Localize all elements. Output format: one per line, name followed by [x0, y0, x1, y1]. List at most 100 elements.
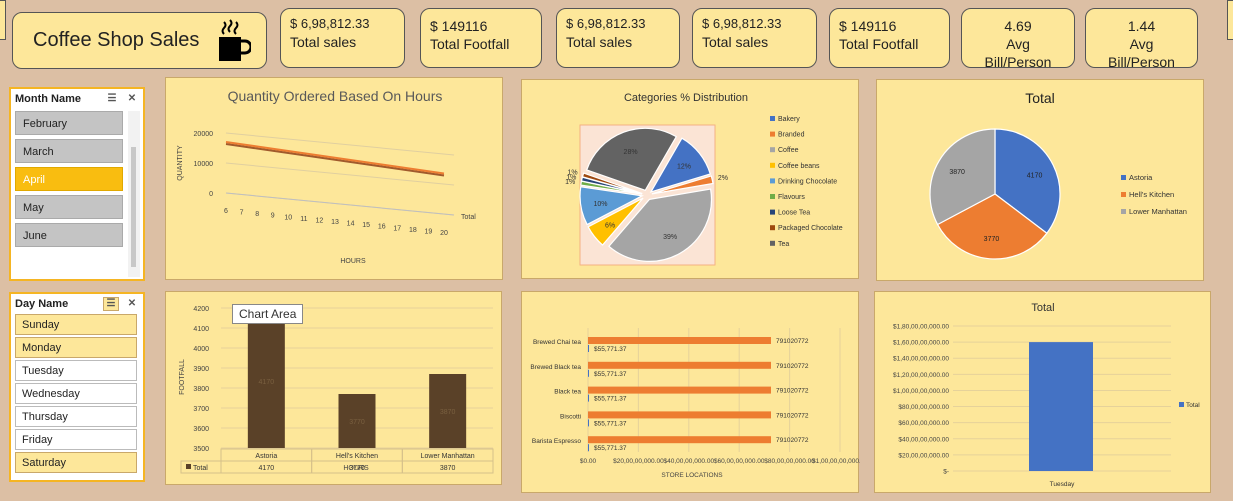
pie-slice	[581, 172, 643, 195]
y-axis-title: FOOTFALL	[179, 359, 186, 395]
x-tick-label: 16	[378, 224, 386, 231]
pie-slice	[579, 186, 644, 226]
slice-label: 2%	[718, 175, 728, 182]
store-locations-chart-panel[interactable]: Brewed Chai tea 791020772 $55,771.37 Brewed…	[521, 291, 868, 494]
bar-data-label: 3870	[440, 409, 456, 416]
bar[interactable]	[588, 444, 589, 452]
y-tick-label: $1,00,00,00,000.00	[893, 388, 949, 395]
bar[interactable]	[588, 394, 589, 402]
bar[interactable]	[588, 411, 771, 419]
slice-label: 3870	[949, 169, 965, 176]
x-axis-line	[225, 192, 455, 216]
bar[interactable]	[588, 419, 589, 427]
slice-label: 39%	[663, 234, 677, 241]
x-tick-label: 12	[316, 217, 324, 224]
month-item-may[interactable]: May	[15, 195, 123, 219]
x-tick-label: 20	[440, 230, 448, 237]
x-tick-label: 17	[393, 225, 401, 232]
month-item-june[interactable]: June	[15, 223, 123, 247]
legend-label: Lower Manhattan	[1129, 207, 1187, 216]
bar[interactable]	[588, 386, 771, 394]
legend-label: Coffee beans	[778, 163, 820, 170]
scrollbar-thumb[interactable]	[131, 147, 136, 267]
kpi-value: $ 6,98,812.33	[290, 16, 370, 31]
quantity-hours-chart-panel[interactable]: Quantity Ordered Based On Hours 20000 100…	[165, 77, 503, 280]
slice-label: 1%	[568, 170, 578, 177]
day-item-tuesday[interactable]: Tuesday	[15, 360, 137, 381]
footfall-chart-panel[interactable]: 4200 4100 4000 3900 3800 3700 3600 3500 4170 377…	[165, 291, 502, 485]
month-slicer-header: Month Name ☰ ✕	[11, 89, 143, 109]
legend-label: Branded	[778, 132, 805, 139]
day-total-chart-panel[interactable]: Total $1,80,00,00,000.00 $1,60,00,00,000.…	[874, 291, 1211, 493]
kpi-total-sales-3: $ 6,98,812.33 Total sales	[692, 8, 817, 68]
clear-filter-icon[interactable]: ✕	[127, 93, 137, 104]
bar[interactable]	[588, 337, 771, 344]
slice-label: 3770	[984, 236, 1000, 243]
legend-label: Coffee	[778, 147, 799, 154]
y-tick-label: $1,40,00,00,000.00	[893, 356, 949, 363]
bar[interactable]	[1029, 342, 1093, 471]
day-item-sunday[interactable]: Sunday	[15, 314, 137, 335]
legend-label: Packaged Chocolate	[778, 225, 843, 232]
footfall-bar-chart[interactable]: 4200 4100 4000 3900 3800 3700 3600 3500 4170 377…	[166, 292, 503, 486]
y-tick-label: $60,00,00,000.00	[898, 420, 949, 427]
legend-label: Bakery	[778, 116, 800, 123]
legend-swatch	[770, 240, 775, 246]
day-slicer-title: Day Name	[15, 298, 69, 310]
multi-select-icon[interactable]: ☰	[107, 93, 117, 104]
day-item-saturday[interactable]: Saturday	[15, 452, 137, 473]
day-item-friday[interactable]: Friday	[15, 429, 137, 450]
store-total-pie-chart[interactable]: Total 4170 3770 3870 Astoria Hell's Kitchen…	[877, 80, 1205, 282]
bar-data-label: 3770	[349, 419, 365, 426]
kpi-total-footfall-2: $ 149116 Total Footfall	[829, 8, 950, 68]
month-item-february[interactable]: February	[15, 111, 123, 135]
categories-pie-chart[interactable]: Categories % Distribution 12% 2% 39% 6% 10% 1…	[522, 80, 860, 280]
day-item-thursday[interactable]: Thursday	[15, 406, 137, 427]
x-tick-label: $80,00,00,000.00	[764, 458, 815, 465]
bar[interactable]	[247, 314, 285, 448]
x-tick-label: 15	[362, 222, 370, 229]
bar[interactable]	[429, 374, 467, 448]
legend-label: Astoria	[1129, 173, 1153, 182]
quantity-hours-chart[interactable]: Quantity Ordered Based On Hours 20000100…	[166, 78, 504, 281]
legend-swatch	[1121, 175, 1126, 180]
legend-swatch	[770, 147, 775, 153]
kpi-value: 4.69	[1004, 18, 1032, 34]
bar-data-label: 791020772	[776, 412, 809, 419]
bar[interactable]	[338, 394, 376, 448]
x-axis-title: HOURS	[343, 465, 369, 472]
month-item-march[interactable]: March	[15, 139, 123, 163]
y-tick-label: 3500	[193, 446, 209, 453]
y-tick-label: 0	[209, 191, 213, 198]
bar-data-label: 4170	[259, 379, 275, 386]
bar[interactable]	[588, 345, 589, 352]
pie-slice	[929, 128, 996, 226]
legend-swatch	[1121, 192, 1126, 197]
legend-swatch	[770, 225, 775, 231]
bar[interactable]	[588, 369, 589, 377]
y-tick-label: $80,00,00,000.00	[898, 404, 949, 411]
bar[interactable]	[588, 436, 771, 444]
categories-chart-panel[interactable]: Categories % Distribution 12% 2% 39% 6% 10% 1…	[521, 79, 859, 279]
bar[interactable]	[588, 361, 771, 369]
month-item-april[interactable]: April	[15, 167, 123, 191]
legend-swatch	[770, 131, 775, 137]
legend-label: Hell's Kitchen	[1129, 190, 1174, 199]
kpi-label: Total sales	[566, 34, 633, 50]
month-slicer: Month Name ☰ ✕ February March April May …	[9, 87, 145, 281]
slice-label: 1%	[565, 179, 575, 186]
month-slicer-scrollbar[interactable]	[128, 111, 140, 277]
pie-slice	[608, 188, 713, 262]
y-tick-label: 4000	[193, 346, 209, 353]
day-item-wednesday[interactable]: Wednesday	[15, 383, 137, 404]
x-tick-label: $20,00,00,000.00	[613, 458, 664, 465]
y-tick-label: $20,00,00,000.00	[898, 452, 949, 459]
clear-filter-icon[interactable]: ✕	[127, 298, 137, 309]
kpi-label: Total Footfall	[839, 36, 919, 52]
store-locations-bar-chart[interactable]: Brewed Chai tea 791020772 $55,771.37 Brewed…	[522, 292, 868, 494]
table-series-name: Total	[193, 465, 208, 472]
store-total-chart-panel[interactable]: Total 4170 3770 3870 Astoria Hell's Kitchen…	[876, 79, 1204, 281]
day-item-monday[interactable]: Monday	[15, 337, 137, 358]
day-total-bar-chart[interactable]: Total $1,80,00,00,000.00 $1,60,00,00,000.…	[875, 292, 1212, 494]
multi-select-icon[interactable]: ☰	[103, 297, 119, 311]
